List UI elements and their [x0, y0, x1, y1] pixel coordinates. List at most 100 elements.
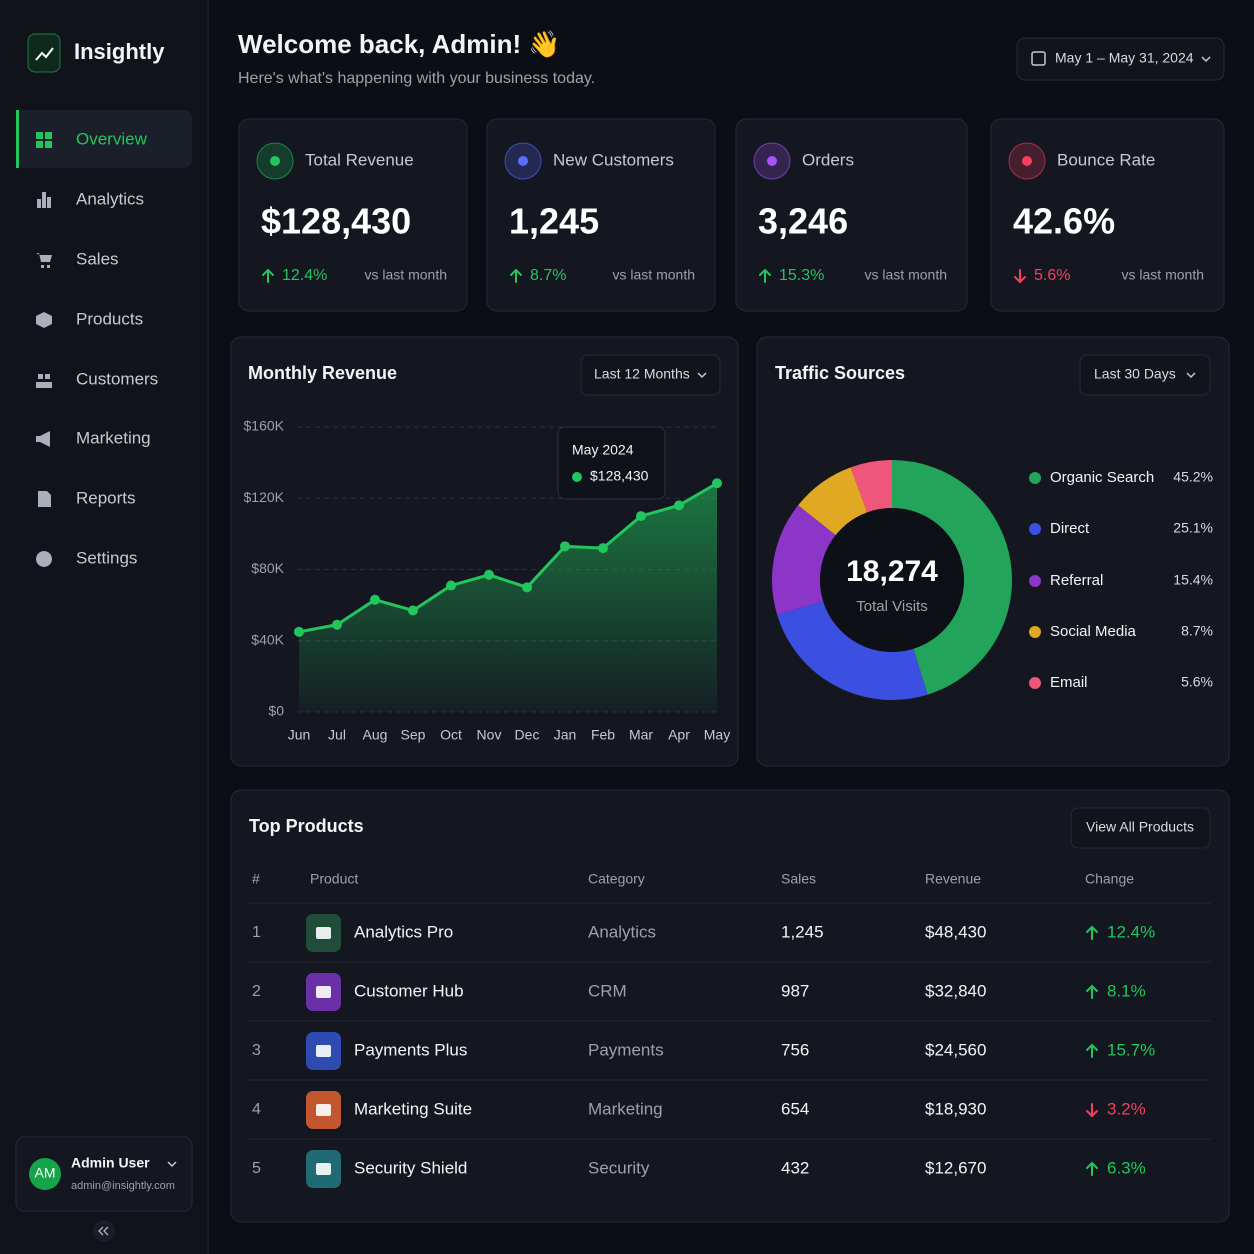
- column-header: #: [252, 871, 260, 887]
- nav-item-active[interactable]: [16, 110, 192, 168]
- revenue-point[interactable]: [294, 626, 304, 637]
- legend-value: 5.6%: [1181, 674, 1213, 690]
- filter-button[interactable]: [580, 354, 721, 396]
- nav-item[interactable]: Sales: [76, 249, 119, 268]
- legend-dot: [1029, 626, 1041, 638]
- trend-arrow: [1086, 1161, 1098, 1176]
- product-category: CRM: [588, 981, 627, 1000]
- filter-button[interactable]: [1079, 354, 1211, 396]
- brand-logo-glyph: [35, 47, 54, 61]
- kpi-label: Total Revenue: [305, 150, 414, 169]
- product-change: 15.7%: [1107, 1040, 1155, 1059]
- trend-arrow: [759, 268, 771, 283]
- x-tick-label: May: [704, 727, 730, 743]
- legend-value: 8.7%: [1181, 623, 1213, 639]
- user-card[interactable]: [15, 1136, 193, 1212]
- donut-segment: [891, 460, 1012, 695]
- product-revenue: $32,840: [925, 981, 986, 1000]
- page-title: Welcome back, Admin! 👋: [238, 29, 561, 60]
- kpi-card: [238, 118, 468, 312]
- brand-name: Insightly: [74, 39, 165, 64]
- legend-value: 45.2%: [1173, 469, 1213, 485]
- kpi-label: Bounce Rate: [1057, 150, 1155, 169]
- user-name: Admin User: [71, 1155, 150, 1171]
- product-revenue: $18,930: [925, 1099, 986, 1118]
- product-sales: 432: [781, 1158, 809, 1177]
- kpi-change: 8.7%: [530, 267, 566, 284]
- revenue-point[interactable]: [712, 478, 722, 489]
- nav-item[interactable]: Products: [76, 309, 143, 328]
- revenue-point[interactable]: [522, 582, 532, 593]
- product-revenue: $48,430: [925, 922, 986, 941]
- x-tick-label: Apr: [668, 727, 690, 743]
- products-card: [230, 789, 1230, 1223]
- tooltip-value: $128,430: [590, 468, 649, 484]
- x-tick-label: Jan: [554, 727, 577, 743]
- trend-arrow: [1086, 1103, 1098, 1118]
- product-icon-glyph: [316, 927, 331, 939]
- tooltip-dot: [572, 472, 582, 482]
- view-all-button[interactable]: [1070, 807, 1211, 849]
- x-tick-label: Sep: [401, 727, 426, 743]
- page-subtitle: Here's what's happening with your busine…: [238, 70, 595, 87]
- product-change: 6.3%: [1107, 1158, 1146, 1177]
- table-title: Top Products: [249, 816, 364, 836]
- revenue-point[interactable]: [446, 580, 456, 591]
- legend-label: Social Media: [1050, 623, 1137, 640]
- x-tick-label: Jun: [288, 727, 311, 743]
- brand-logo: [27, 33, 61, 73]
- kpi-change: 5.6%: [1034, 267, 1070, 284]
- revenue-point[interactable]: [408, 605, 418, 616]
- nav-item[interactable]: Reports: [76, 488, 136, 507]
- kpi-label: Orders: [802, 150, 854, 169]
- y-tick-label: $160K: [244, 418, 285, 434]
- y-tick-label: $80K: [251, 560, 284, 576]
- x-tick-label: Mar: [629, 727, 653, 743]
- revenue-point[interactable]: [674, 500, 684, 511]
- product-category: Analytics: [588, 922, 656, 941]
- product-icon-glyph: [316, 1163, 331, 1175]
- donut-total-label: Total Visits: [856, 598, 927, 615]
- nav-icon: [36, 551, 53, 568]
- revenue-point[interactable]: [484, 569, 494, 580]
- revenue-point[interactable]: [370, 594, 380, 605]
- donut-segment: [850, 460, 893, 513]
- collapse-icon: [98, 1226, 109, 1236]
- button-label: View All Products: [1086, 819, 1194, 835]
- donut-segment: [798, 467, 869, 536]
- nav-icon: [38, 491, 51, 507]
- filter-label: Last 12 Months: [594, 366, 690, 382]
- y-tick-label: $120K: [244, 489, 285, 505]
- nav-item[interactable]: Analytics: [76, 189, 144, 208]
- revenue-point[interactable]: [560, 541, 570, 552]
- kpi-card: [486, 118, 716, 312]
- kpi-value: $128,430: [261, 201, 411, 242]
- nav-item[interactable]: Customers: [76, 369, 158, 388]
- legend-value: 25.1%: [1173, 520, 1213, 536]
- revenue-line: [298, 481, 718, 634]
- trend-arrow: [1086, 925, 1098, 940]
- revenue-point[interactable]: [636, 511, 646, 522]
- tooltip: [557, 426, 666, 500]
- chevron-icon: [697, 372, 707, 379]
- kpi-label: New Customers: [553, 150, 674, 169]
- column-header: Product: [310, 871, 358, 887]
- nav-item[interactable]: Overview: [76, 129, 148, 148]
- legend-label: Organic Search: [1050, 469, 1154, 486]
- x-tick-label: Feb: [591, 727, 615, 743]
- kpi-change: 12.4%: [282, 267, 327, 284]
- chevron-icon: [167, 1161, 177, 1168]
- product-category: Security: [588, 1158, 650, 1177]
- product-change: 12.4%: [1107, 922, 1155, 941]
- revenue-point[interactable]: [598, 543, 608, 554]
- column-header: Change: [1085, 871, 1134, 887]
- kpi-note: vs last month: [365, 267, 447, 283]
- product-icon-glyph: [316, 986, 331, 998]
- date-range-button[interactable]: [1016, 37, 1225, 81]
- nav-item[interactable]: Settings: [76, 548, 137, 567]
- nav-item[interactable]: Marketing: [76, 428, 151, 447]
- y-tick-label: $0: [268, 703, 284, 719]
- legend-label: Direct: [1050, 520, 1090, 537]
- revenue-point[interactable]: [332, 619, 342, 630]
- product-sales: 756: [781, 1040, 809, 1059]
